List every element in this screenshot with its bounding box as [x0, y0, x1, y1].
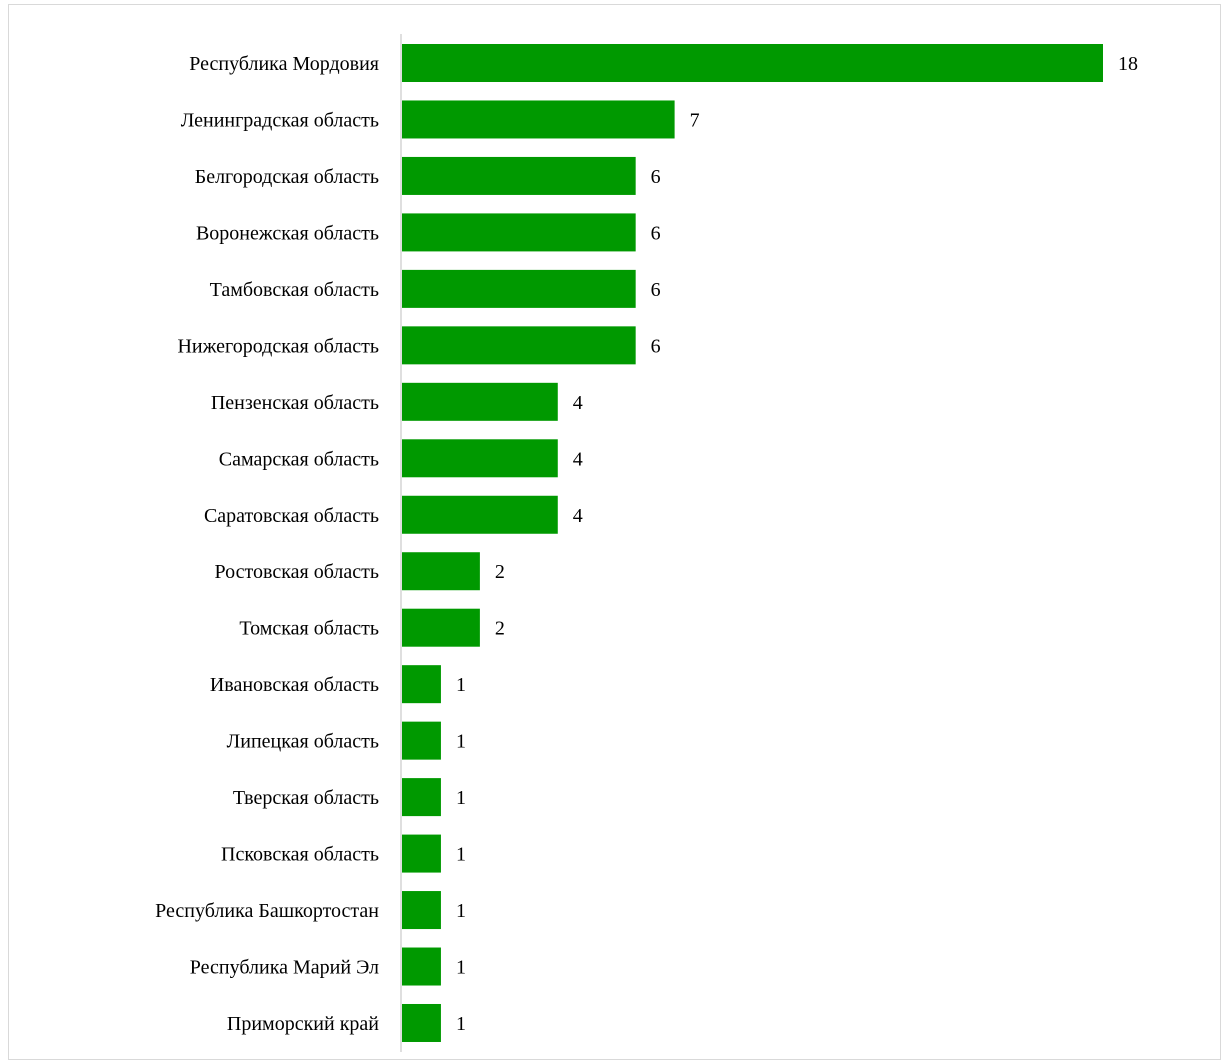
bar-10 — [402, 608, 480, 647]
value-label-4: 6 — [651, 279, 661, 301]
value-label-17: 1 — [456, 1013, 466, 1035]
value-label-14: 1 — [456, 844, 466, 866]
category-label-8: Саратовская область — [204, 505, 379, 527]
bar-4 — [402, 269, 636, 308]
category-label-7: Самарская область — [219, 448, 379, 470]
bar-13 — [402, 778, 441, 817]
category-label-5: Нижегородская область — [177, 335, 379, 357]
bar-12 — [402, 721, 441, 760]
category-label-13: Тверская область — [233, 787, 379, 809]
category-label-9: Ростовская область — [215, 561, 379, 583]
value-label-15: 1 — [456, 900, 466, 922]
bar-0 — [402, 44, 1103, 82]
value-label-0: 18 — [1118, 53, 1138, 75]
category-label-1: Ленинградская область — [181, 109, 379, 131]
bars-group — [402, 44, 1103, 1042]
category-label-17: Приморский край — [227, 1013, 379, 1035]
value-label-3: 6 — [651, 222, 661, 244]
bar-8 — [402, 495, 558, 534]
value-label-10: 2 — [495, 618, 505, 640]
category-label-16: Республика Марий Эл — [190, 957, 379, 979]
category-label-15: Республика Башкортостан — [155, 900, 379, 922]
bar-6 — [402, 382, 558, 421]
category-label-10: Томская область — [239, 618, 379, 640]
category-label-0: Республика Мордовия — [189, 53, 379, 75]
bar-1 — [402, 100, 675, 139]
category-labels-group: Республика Мордовия Ленинградская область… — [155, 53, 379, 1035]
category-label-3: Воронежская область — [196, 222, 379, 244]
category-label-12: Липецкая область — [227, 731, 379, 753]
bar-5 — [402, 326, 636, 365]
bar-2 — [402, 156, 636, 195]
value-labels-group: 18 7 6 6 6 6 4 4 4 2 2 1 1 1 1 1 1 1 — [456, 53, 1138, 1035]
value-label-2: 6 — [651, 166, 661, 188]
category-label-14: Псковская область — [221, 844, 379, 866]
value-label-5: 6 — [651, 335, 661, 357]
value-label-1: 7 — [690, 109, 700, 131]
value-label-7: 4 — [573, 448, 583, 470]
value-label-13: 1 — [456, 787, 466, 809]
value-label-16: 1 — [456, 957, 466, 979]
bar-14 — [402, 834, 441, 873]
category-label-4: Тамбовская область — [210, 279, 379, 301]
value-label-9: 2 — [495, 561, 505, 583]
bar-3 — [402, 213, 636, 252]
value-label-6: 4 — [573, 392, 583, 414]
bar-11 — [402, 665, 441, 704]
value-label-11: 1 — [456, 674, 466, 696]
bar-16 — [402, 947, 441, 986]
value-label-12: 1 — [456, 731, 466, 753]
bar-15 — [402, 891, 441, 930]
category-label-6: Пензенская область — [211, 392, 379, 414]
bar-7 — [402, 439, 558, 478]
category-label-11: Ивановская область — [210, 674, 379, 696]
value-label-8: 4 — [573, 505, 583, 527]
bar-17 — [402, 1003, 441, 1042]
bar-9 — [402, 552, 480, 591]
category-label-2: Белгородская область — [195, 166, 379, 188]
